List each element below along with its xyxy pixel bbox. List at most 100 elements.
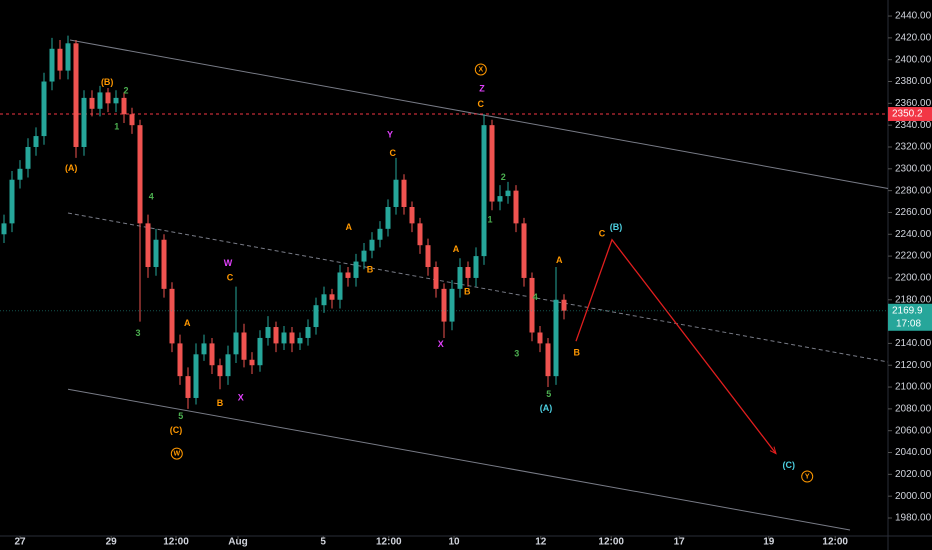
wave-label: Y — [387, 129, 393, 139]
wave-label: 2 — [501, 172, 506, 182]
wave-label: Z — [479, 84, 485, 94]
candle-body — [41, 81, 47, 137]
candle-body — [281, 332, 287, 344]
candle-body — [489, 125, 495, 202]
candle-body — [89, 97, 95, 109]
candle-body — [553, 299, 559, 377]
wave-label: 3 — [514, 349, 519, 359]
y-tick-label: 2280.00 — [895, 185, 932, 196]
candle-body — [57, 48, 63, 71]
candle-body — [385, 207, 391, 229]
y-tick-label: 1980.00 — [895, 513, 932, 524]
candle-body — [81, 97, 87, 147]
wave-label: (B) — [610, 222, 623, 232]
candle-body — [401, 179, 407, 208]
candle-body — [129, 114, 135, 126]
projection-line — [575, 238, 777, 455]
price-tag-label: 2350.2 — [892, 109, 923, 120]
wave-label: A — [346, 222, 353, 232]
x-tick-label: 12:00 — [822, 537, 848, 548]
wave-label: 2 — [123, 86, 128, 96]
y-tick-label: 2300.00 — [895, 163, 932, 174]
candle-body — [305, 327, 311, 338]
candle-body — [465, 267, 471, 278]
candle-body — [345, 272, 351, 278]
x-tick-label: Aug — [228, 537, 247, 548]
candle-body — [329, 294, 335, 300]
y-tick-label: 2200.00 — [895, 273, 932, 284]
wave-label: 4 — [149, 192, 154, 202]
wave-label: X — [478, 66, 483, 73]
y-tick-label: 2100.00 — [895, 382, 932, 393]
wave-label: (A) — [540, 403, 553, 413]
wave-label: C — [390, 148, 397, 158]
x-tick-label: 10 — [448, 537, 460, 548]
candle-body — [153, 239, 159, 268]
y-tick-label: 2060.00 — [895, 425, 932, 436]
wave-label: B — [217, 398, 224, 408]
y-tick-label: 2360.00 — [895, 98, 932, 109]
wave-label: (B) — [101, 77, 114, 87]
y-tick-label: 2140.00 — [895, 338, 932, 349]
candle-body — [425, 245, 431, 268]
y-tick-label: 2320.00 — [895, 142, 932, 153]
candle-body — [273, 327, 279, 344]
candle-body — [441, 288, 447, 322]
candle-body — [337, 272, 343, 300]
last-price-label: 2169.9 — [892, 305, 923, 316]
candle-body — [201, 343, 207, 355]
candle-body — [353, 261, 359, 278]
candle-body — [409, 207, 415, 224]
wave-label: C — [227, 272, 234, 282]
candle-body — [377, 228, 383, 240]
y-tick-label: 2020.00 — [895, 469, 932, 480]
candle-body — [473, 256, 479, 278]
wave-circle — [801, 470, 814, 483]
candle-body — [17, 168, 23, 180]
candle-body — [97, 92, 103, 109]
wave-label: W — [224, 258, 233, 268]
wave-label: B — [574, 348, 581, 358]
channel-line — [69, 39, 889, 189]
candle-body — [49, 48, 55, 82]
x-tick-label: 12 — [535, 537, 547, 548]
wave-label: A — [184, 318, 191, 328]
candle-body — [177, 343, 183, 377]
y-tick-label: 2380.00 — [895, 76, 932, 87]
candle-body — [105, 92, 111, 104]
wave-label: Y — [805, 473, 810, 480]
wave-label: A — [556, 255, 563, 265]
wave-label: (A) — [65, 163, 78, 173]
x-tick-label: 27 — [14, 537, 26, 548]
candle-body — [529, 277, 535, 333]
wave-label: 1 — [487, 214, 492, 224]
candle-body — [521, 223, 527, 278]
candle-body — [161, 239, 167, 289]
candle-body — [321, 294, 327, 306]
candle-body — [497, 196, 503, 202]
wave-label: A — [453, 244, 460, 254]
candle-body — [249, 359, 255, 366]
candle-body — [265, 327, 271, 338]
wave-label: B — [464, 286, 471, 296]
candle-body — [169, 288, 175, 344]
candle-body — [361, 250, 367, 262]
y-tick-label: 2040.00 — [895, 447, 932, 458]
y-tick-label: 2340.00 — [895, 120, 932, 131]
candle-body — [209, 343, 215, 366]
wave-label: C — [599, 229, 606, 239]
wave-label: W — [173, 450, 180, 457]
candle-body — [73, 43, 79, 147]
wave-circle — [474, 63, 487, 76]
candle-body — [113, 97, 119, 104]
candle-body — [481, 125, 487, 257]
candle-body — [9, 179, 15, 224]
candle-body — [145, 223, 151, 268]
candle-body — [257, 337, 263, 366]
y-tick-label: 2080.00 — [895, 404, 932, 415]
candle-body — [233, 332, 239, 355]
candle-body — [1, 223, 7, 235]
wave-label: X — [438, 339, 444, 349]
countdown-label: 17:08 — [896, 318, 921, 329]
